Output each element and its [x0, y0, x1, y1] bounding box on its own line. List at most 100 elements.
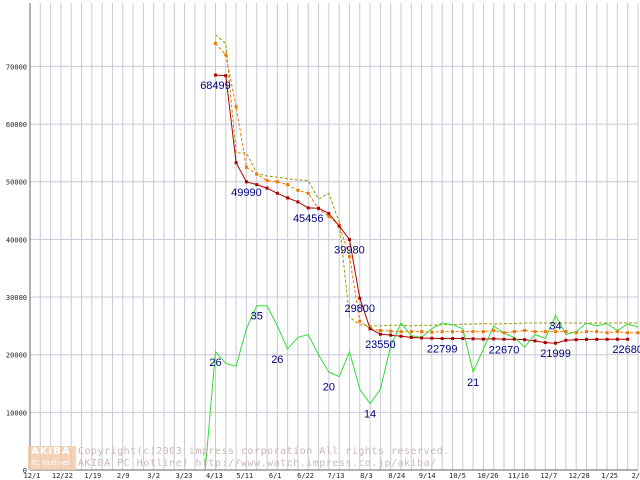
- data-label: 34: [549, 320, 561, 332]
- series-point: [554, 330, 558, 334]
- x-tick-label: 1/19: [84, 472, 101, 480]
- data-label: 21: [467, 377, 479, 389]
- y-tick-label: 70000: [6, 63, 27, 71]
- series-point: [286, 183, 290, 187]
- data-label: 45456: [293, 213, 324, 225]
- series-point: [502, 331, 506, 335]
- series-point: [502, 337, 506, 341]
- copyright-line: Copyright(c)2003 impress corporation All…: [78, 446, 450, 457]
- series-point: [533, 339, 537, 343]
- series-point: [440, 330, 444, 334]
- series-point: [461, 330, 465, 334]
- series-point: [296, 200, 300, 204]
- data-label: 14: [364, 409, 376, 421]
- series-point: [605, 331, 609, 335]
- series-point: [430, 336, 434, 340]
- x-tick-label: 2/15: [632, 472, 640, 480]
- data-label: 20: [323, 382, 335, 394]
- series-point: [481, 330, 485, 334]
- series-point: [595, 330, 599, 334]
- series-point: [224, 53, 228, 57]
- series-point: [512, 330, 516, 334]
- series-point: [399, 330, 403, 334]
- series-point: [636, 331, 640, 335]
- series-point: [255, 183, 259, 187]
- x-tick-labels: 12/1 12/22 1/19 2/9 3/2 3/23 4/13 5/11 6/1 6/22 7/…: [24, 472, 640, 480]
- series-point: [378, 332, 382, 336]
- data-label: 39980: [334, 244, 365, 256]
- series-point: [430, 330, 434, 334]
- data-label: 22680: [612, 344, 640, 356]
- series-point: [543, 330, 547, 334]
- series-point: [275, 191, 279, 195]
- data-label: 22799: [427, 344, 458, 356]
- y-tick-label: 50000: [6, 179, 27, 187]
- x-tick-label: 9/14: [419, 472, 436, 480]
- series-point: [523, 338, 527, 342]
- series-point: [327, 211, 331, 215]
- series-line: [215, 34, 638, 327]
- series-point: [512, 337, 516, 341]
- data-label: 26: [209, 357, 221, 369]
- axes: [29, 3, 638, 471]
- series-point: [389, 329, 393, 333]
- series-point: [358, 296, 362, 300]
- series-point: [306, 206, 310, 210]
- series-point: [213, 41, 217, 45]
- x-tick-label: 5/11: [236, 472, 253, 480]
- series-point: [564, 330, 568, 334]
- data-label: 49990: [231, 187, 262, 199]
- series-point: [255, 172, 259, 176]
- data-label: 29800: [344, 303, 375, 315]
- series-point: [358, 319, 362, 323]
- x-tick-label: 12/28: [569, 472, 590, 480]
- y-tick-labels: 0 10000 20000 30000 40000 50000 60000 70000: [6, 63, 27, 475]
- y-tick-label: 60000: [6, 121, 27, 129]
- series-point: [347, 237, 351, 241]
- data-label: 68499: [200, 80, 231, 92]
- y-tick-label: 0: [23, 467, 27, 475]
- series-point: [286, 196, 290, 200]
- data-label: 35: [251, 311, 263, 323]
- series-point: [615, 337, 619, 341]
- series-point: [409, 330, 413, 334]
- series-point: [213, 73, 217, 77]
- series-point: [574, 338, 578, 342]
- series-point: [584, 330, 588, 334]
- series-point: [275, 180, 279, 184]
- y-tick-label: 30000: [6, 294, 27, 302]
- series-point: [481, 337, 485, 341]
- series-point: [234, 161, 238, 165]
- grid-lines: [29, 3, 639, 471]
- series-point: [615, 330, 619, 334]
- series-point: [234, 105, 238, 109]
- x-tick-label: 12/22: [52, 472, 73, 480]
- y-tick-label: 20000: [6, 352, 27, 360]
- series-point: [265, 186, 269, 190]
- series-point: [626, 331, 630, 335]
- series-point: [389, 333, 393, 337]
- y-tick-label: 10000: [6, 409, 27, 417]
- series-point: [244, 180, 248, 184]
- logo-sub-text: PC Hotline!: [31, 459, 71, 467]
- series-point: [399, 334, 403, 338]
- series-point: [440, 337, 444, 341]
- series-point: [461, 337, 465, 341]
- x-tick-label: 10/26: [477, 472, 498, 480]
- x-tick-label: 8/24: [388, 472, 405, 480]
- series-point: [492, 328, 496, 332]
- x-tick-label: 6/22: [297, 472, 314, 480]
- series-point: [471, 337, 475, 341]
- series-point: [523, 328, 527, 332]
- series-point: [337, 224, 341, 228]
- series-point: [492, 337, 496, 341]
- data-label: 21999: [540, 348, 571, 360]
- x-tick-label: 2/9: [117, 472, 130, 480]
- series-point: [306, 191, 310, 195]
- series-point: [605, 337, 609, 341]
- series-point: [533, 330, 537, 334]
- series-point: [244, 165, 248, 169]
- url-line: AKIBA PC Hotline! http://www.watch.impre…: [78, 458, 437, 469]
- x-tick-label: 12/1: [24, 472, 41, 480]
